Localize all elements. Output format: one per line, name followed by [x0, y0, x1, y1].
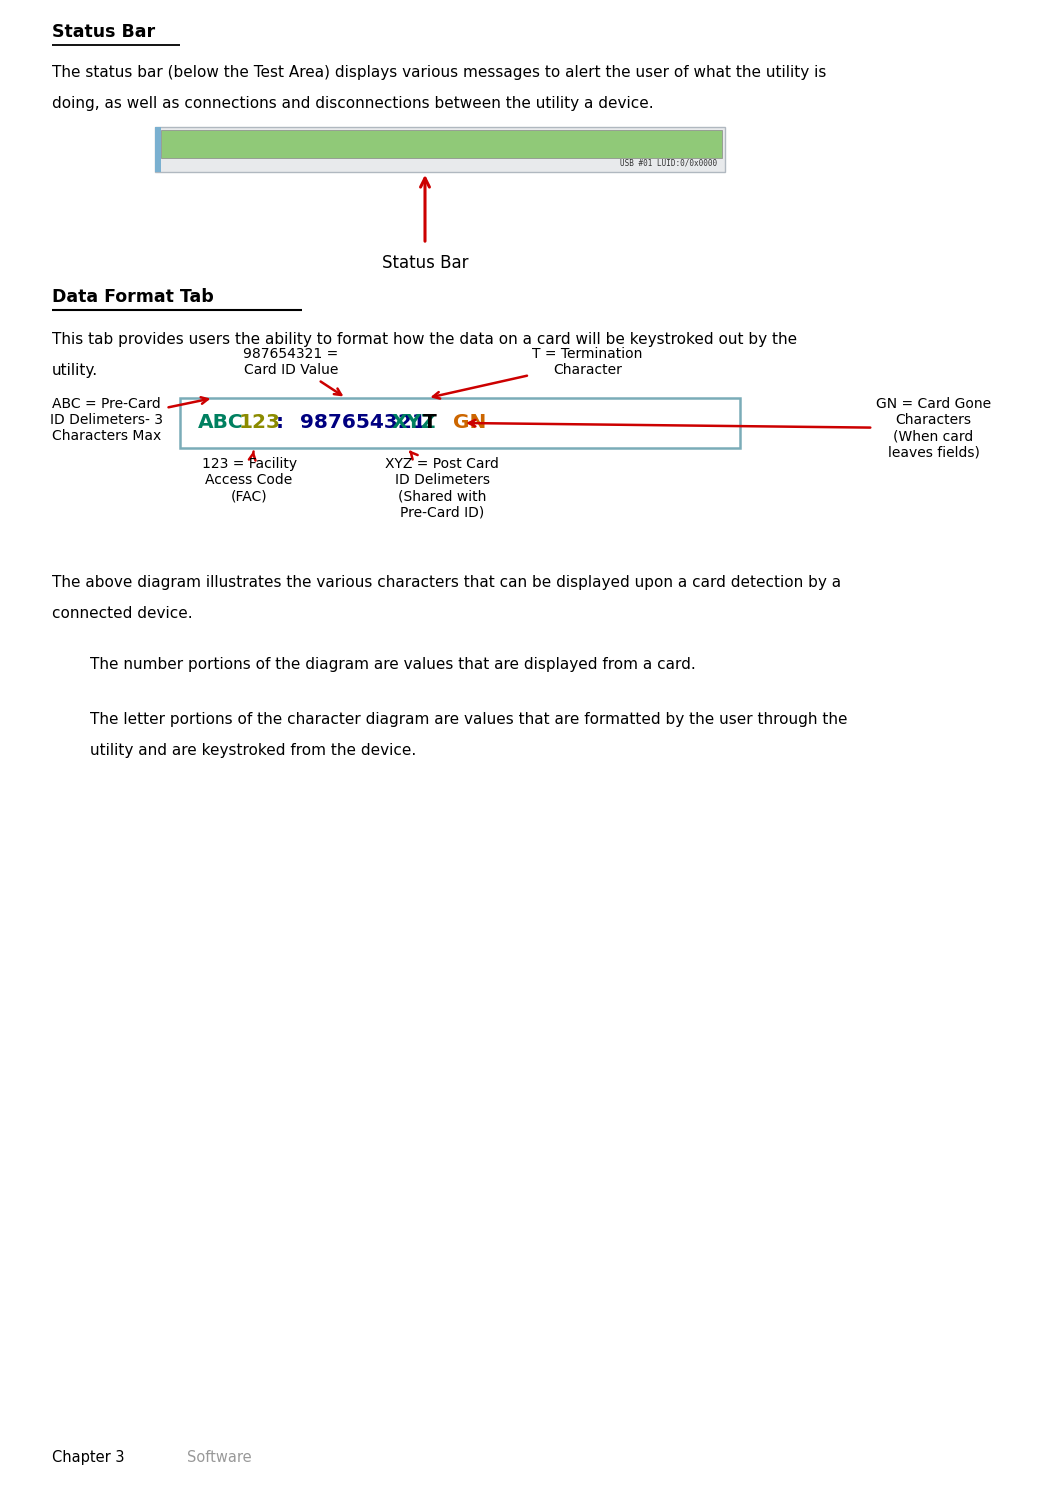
- Text: utility.: utility.: [52, 363, 98, 378]
- Text: GN = Card Gone
Characters
(When card
leaves fields): GN = Card Gone Characters (When card lea…: [468, 398, 991, 459]
- Text: T: T: [422, 414, 436, 432]
- Text: The number portions of the diagram are values that are displayed from a card.: The number portions of the diagram are v…: [90, 656, 696, 671]
- Text: 123 = Facility
Access Code
(FAC): 123 = Facility Access Code (FAC): [201, 451, 296, 504]
- Text: utility and are keystroked from the device.: utility and are keystroked from the devi…: [90, 743, 416, 758]
- FancyBboxPatch shape: [161, 130, 722, 158]
- Text: 987654321: 987654321: [300, 414, 426, 432]
- Text: The above diagram illustrates the various characters that can be displayed upon : The above diagram illustrates the variou…: [52, 576, 841, 591]
- Text: GN: GN: [453, 414, 486, 432]
- FancyBboxPatch shape: [155, 127, 161, 172]
- Text: Software: Software: [187, 1450, 251, 1465]
- Text: 123: 123: [239, 414, 281, 432]
- Text: Chapter 3: Chapter 3: [52, 1450, 124, 1465]
- Text: T = Termination
Character: T = Termination Character: [433, 347, 642, 399]
- Text: ABC = Pre-Card
ID Delimeters- 3
Characters Max: ABC = Pre-Card ID Delimeters- 3 Characte…: [50, 398, 208, 444]
- Text: USB #01 LUID:0/0x0000: USB #01 LUID:0/0x0000: [620, 158, 717, 167]
- Text: This tab provides users the ability to format how the data on a card will be key: This tab provides users the ability to f…: [52, 332, 797, 347]
- Text: The letter portions of the character diagram are values that are formatted by th: The letter portions of the character dia…: [90, 712, 848, 727]
- FancyBboxPatch shape: [180, 398, 739, 448]
- Text: :: :: [269, 414, 291, 432]
- Text: XYZ: XYZ: [392, 414, 436, 432]
- Text: Status Bar: Status Bar: [382, 254, 468, 272]
- Text: XYZ = Post Card
ID Delimeters
(Shared with
Pre-Card ID): XYZ = Post Card ID Delimeters (Shared wi…: [385, 451, 499, 520]
- Text: Data Format Tab: Data Format Tab: [52, 289, 214, 306]
- Text: The status bar (below the Test Area) displays various messages to alert the user: The status bar (below the Test Area) dis…: [52, 64, 826, 81]
- Text: doing, as well as connections and disconnections between the utility a device.: doing, as well as connections and discon…: [52, 96, 654, 111]
- FancyBboxPatch shape: [155, 127, 725, 172]
- Text: connected device.: connected device.: [52, 605, 193, 620]
- Text: ABC: ABC: [198, 414, 244, 432]
- Text: 987654321 =
Card ID Value: 987654321 = Card ID Value: [243, 347, 341, 395]
- Text: Status Bar: Status Bar: [52, 22, 155, 40]
